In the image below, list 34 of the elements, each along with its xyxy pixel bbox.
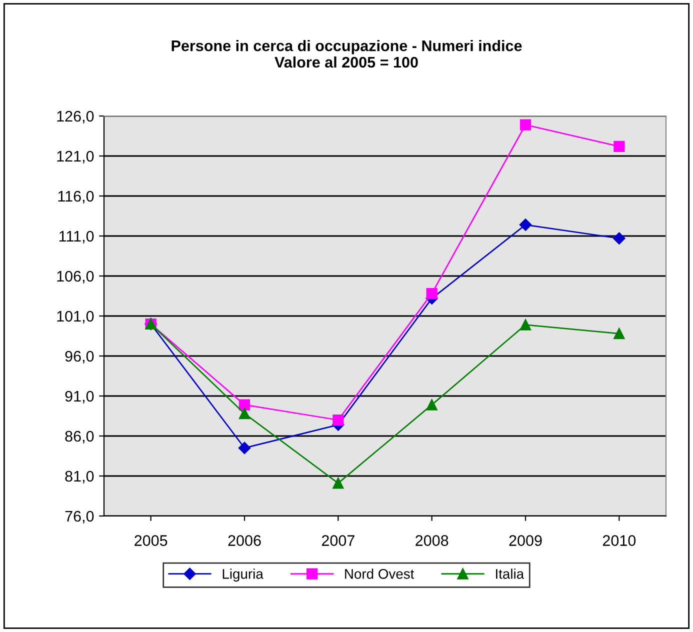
y-tick-label: 91,0 xyxy=(65,390,94,404)
point xyxy=(238,408,250,420)
x-tick-label: 2008 xyxy=(416,535,448,546)
point xyxy=(426,288,438,300)
point xyxy=(332,478,344,489)
point xyxy=(426,399,438,410)
y-tick-label: 86,0 xyxy=(65,430,94,444)
chart-title: Persone in cerca di occupazione - Numeri indice Valore al 2005 = 100 xyxy=(172,40,522,68)
point xyxy=(519,218,532,231)
x-tick-label: 2010 xyxy=(602,535,636,546)
point xyxy=(520,319,532,330)
x-tick-label: 2009 xyxy=(509,535,542,546)
point xyxy=(614,328,625,340)
point xyxy=(332,414,344,426)
y-tick-label: 121,0 xyxy=(57,150,94,164)
y-tick-label: 101,0 xyxy=(57,310,94,324)
x-tick-label: 2007 xyxy=(322,535,354,546)
y-tick-label: 106,0 xyxy=(57,270,94,284)
y-tick-label: 111,0 xyxy=(59,230,94,244)
legend-label: Nord Ovest xyxy=(345,568,414,579)
x-tick-label: 2006 xyxy=(228,535,261,546)
y-tick-label: 76,0 xyxy=(65,510,94,524)
legend-label: Italia xyxy=(496,568,524,579)
y-tick-label: 81,0 xyxy=(65,470,94,484)
point xyxy=(614,140,625,152)
point xyxy=(520,119,532,130)
y-tick-label: 126,0 xyxy=(57,110,94,124)
point xyxy=(613,232,626,244)
legend-label: Liguria xyxy=(222,568,264,582)
point xyxy=(238,399,250,410)
point xyxy=(238,442,251,454)
x-tick-label: 2005 xyxy=(134,535,168,546)
y-tick-label: 96,0 xyxy=(65,350,94,364)
y-tick-label: 116,0 xyxy=(58,190,94,204)
